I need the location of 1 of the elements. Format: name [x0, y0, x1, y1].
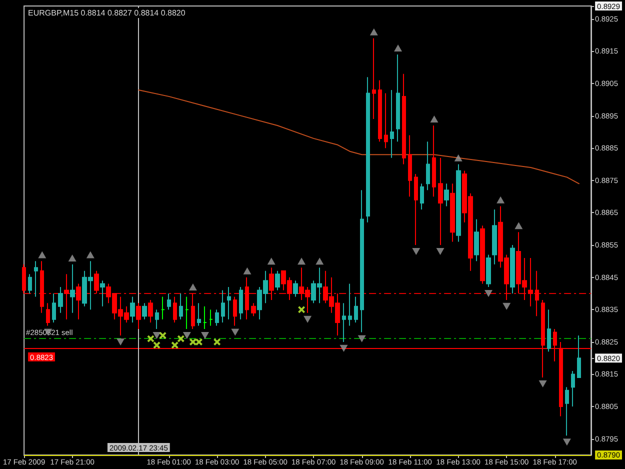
chart-title: EURGBP,M15 0.8814 0.8827 0.8814 0.8820: [28, 8, 186, 18]
